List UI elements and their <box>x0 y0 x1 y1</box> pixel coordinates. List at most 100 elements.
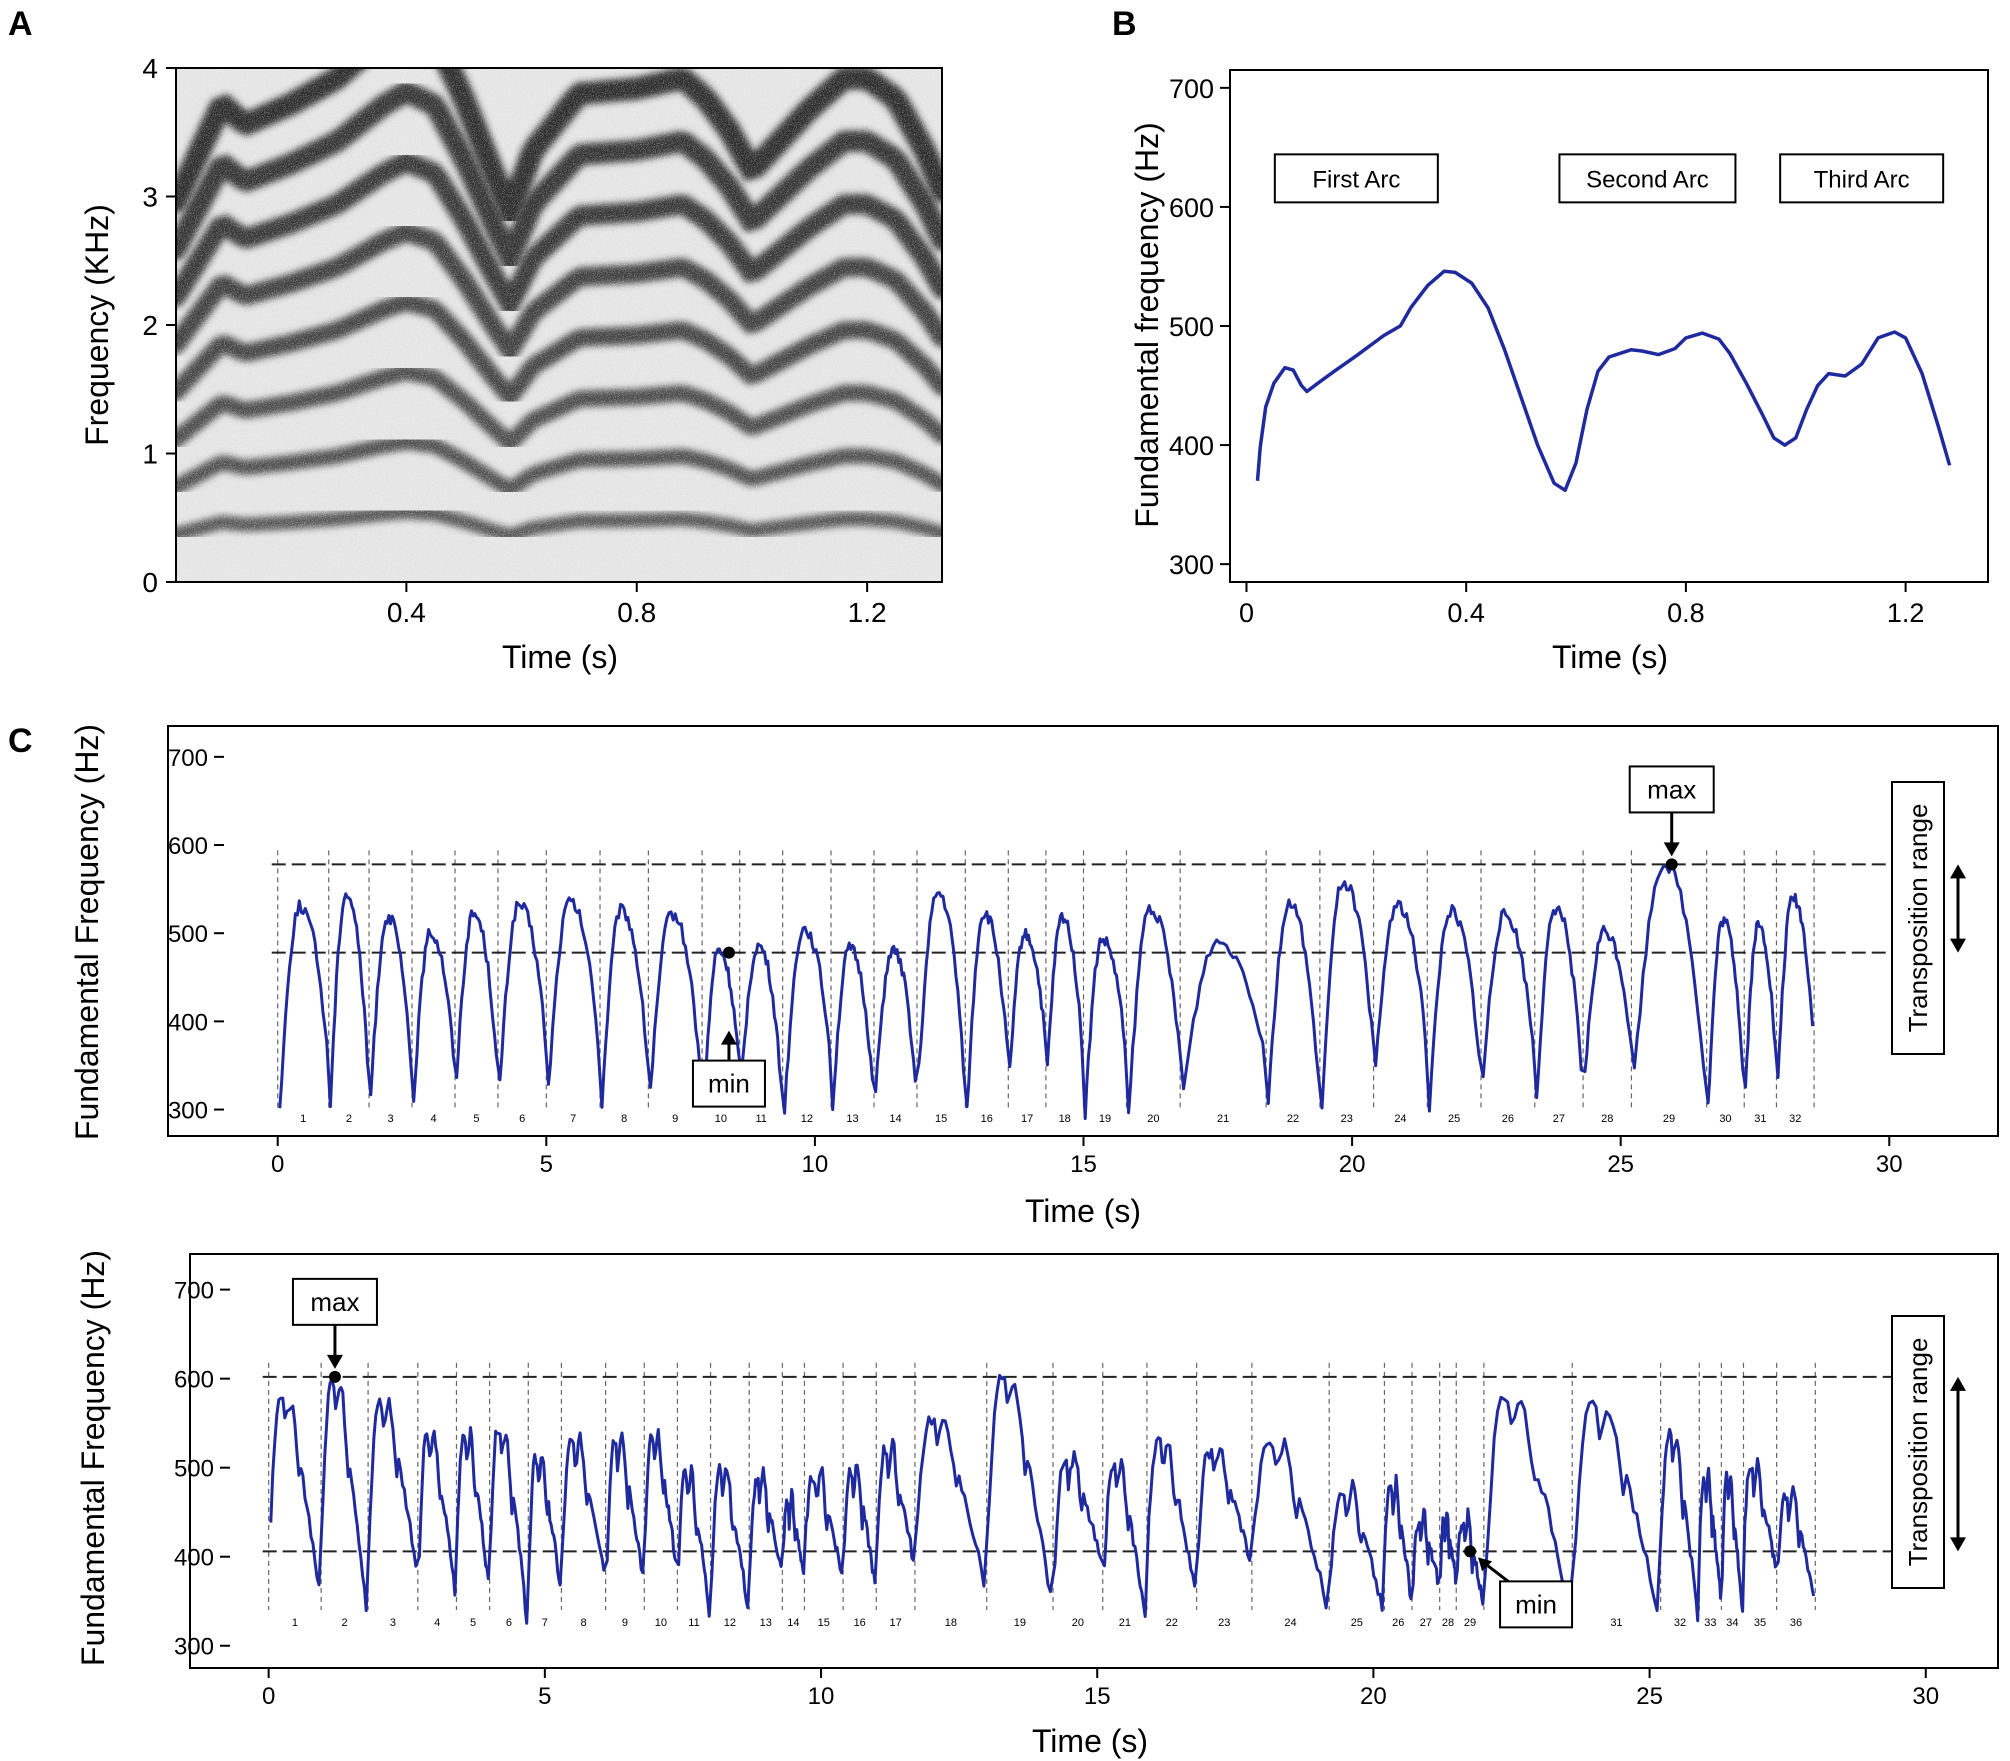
panel-c-bottom-xlabel: Time (s) <box>1032 1723 1148 1759</box>
segment-label: 3 <box>387 1113 393 1125</box>
segment-label: 13 <box>760 1617 772 1629</box>
y-tick-label: 600 <box>168 833 208 860</box>
segment-label: 23 <box>1218 1617 1230 1629</box>
max-point-marker <box>328 1370 341 1383</box>
x-tick-label: 5 <box>538 1683 551 1710</box>
max-point-marker <box>1665 858 1678 871</box>
segment-label: 24 <box>1394 1113 1406 1125</box>
x-tick-label: 10 <box>808 1683 835 1710</box>
panel-a: 0 1 2 3 4 0.4 0.8 1.2 Time (s) Frequency (KHz) <box>79 53 943 675</box>
y-tick-label: 500 <box>1169 312 1214 342</box>
y-tick-label: 300 <box>1169 550 1214 580</box>
panel-c-bottom-frame <box>189 1253 1999 1669</box>
segment-label: 17 <box>1021 1113 1033 1125</box>
y-tick-label: 400 <box>168 1009 208 1036</box>
panel-letter-c: C <box>8 722 33 760</box>
segment-label: 20 <box>1147 1113 1159 1125</box>
annotation-box <box>1273 153 1439 204</box>
x-tick-label: 0.8 <box>1667 598 1705 628</box>
x-tick-label: 0.4 <box>387 597 426 628</box>
segment-label: 30 <box>1719 1113 1731 1125</box>
x-tick-label: 0 <box>271 1151 284 1178</box>
x-tick-label: 30 <box>1912 1683 1939 1710</box>
segment-label: 2 <box>342 1617 348 1629</box>
y-tick-label: 4 <box>142 53 158 84</box>
segment-label: 12 <box>724 1617 736 1629</box>
segment-label: 26 <box>1502 1113 1514 1125</box>
segment-label: 23 <box>1341 1113 1353 1125</box>
x-tick-label: 25 <box>1607 1151 1634 1178</box>
max-label: max <box>1647 774 1696 804</box>
segment-label: 27 <box>1420 1617 1432 1629</box>
segment-label: 9 <box>672 1113 678 1125</box>
segment-label: 6 <box>519 1113 525 1125</box>
segment-label: 7 <box>570 1113 576 1125</box>
annotation-box <box>1558 153 1737 204</box>
panel-a-xlabel: Time (s) <box>502 639 618 675</box>
segment-label: 34 <box>1726 1617 1738 1629</box>
spectrogram-noise <box>176 68 942 582</box>
segment-label: 18 <box>1059 1113 1071 1125</box>
segment-label: 16 <box>981 1113 993 1125</box>
transposition-range-label: Transposition range <box>1903 1338 1933 1567</box>
x-tick-label: 25 <box>1636 1683 1663 1710</box>
segment-label: 22 <box>1287 1113 1299 1125</box>
segment-label: 19 <box>1099 1113 1111 1125</box>
segment-label: 31 <box>1610 1617 1622 1629</box>
segment-label: 27 <box>1553 1113 1565 1125</box>
segment-label: 1 <box>292 1617 298 1629</box>
panel-b: 300 400 500 600 700 0 0.4 0.8 1.2 First Arc Secon… <box>1129 69 1989 675</box>
segment-label: 10 <box>655 1617 667 1629</box>
segment-label: 6 <box>506 1617 512 1629</box>
x-tick-label: 0 <box>1239 598 1254 628</box>
segment-label: 12 <box>801 1113 813 1125</box>
y-tick-label: 600 <box>174 1367 214 1394</box>
segment-label: 26 <box>1392 1617 1404 1629</box>
panel-c-bottom-ylabel: Fundamental Frequency (Hz) <box>75 1250 111 1666</box>
panel-letter-b: B <box>1112 5 1137 43</box>
x-tick-label: 0.4 <box>1447 598 1485 628</box>
x-tick-label: 1.2 <box>1887 598 1925 628</box>
segment-label: 13 <box>846 1113 858 1125</box>
panel-c-top-xlabel: Time (s) <box>1025 1193 1141 1229</box>
transposition-range-box <box>1891 781 1945 1055</box>
segment-label: 16 <box>854 1617 866 1629</box>
y-tick-label: 500 <box>168 921 208 948</box>
annotation-label: Third Arc <box>1814 166 1910 193</box>
y-tick-label: 700 <box>174 1278 214 1305</box>
max-label-box <box>1628 765 1715 814</box>
panel-b-xlabel: Time (s) <box>1552 639 1668 675</box>
y-tick-label: 600 <box>1169 193 1214 223</box>
max-arrow-head <box>1663 842 1680 857</box>
segment-label: 2 <box>346 1113 352 1125</box>
segment-label: 17 <box>889 1617 901 1629</box>
segment-label: 25 <box>1448 1113 1460 1125</box>
max-label: max <box>310 1287 359 1317</box>
f0-trace-line <box>278 863 1815 1120</box>
f0-contour-line <box>1255 269 1952 493</box>
max-label-box <box>291 1277 378 1326</box>
range-arrow-head-bottom <box>1950 1537 1966 1552</box>
y-tick-label: 500 <box>174 1456 214 1483</box>
min-arrow-head <box>1478 1557 1493 1572</box>
segment-label: 7 <box>542 1617 548 1629</box>
range-arrow-head-top <box>1950 1376 1966 1391</box>
segment-label: 4 <box>434 1617 440 1629</box>
segment-label: 35 <box>1754 1617 1766 1629</box>
y-tick-label: 300 <box>174 1634 214 1661</box>
segment-label: 25 <box>1351 1617 1363 1629</box>
panel-a-ylabel: Frequency (KHz) <box>79 204 115 446</box>
panel-letter-a: A <box>8 5 33 43</box>
transposition-range-label: Transposition range <box>1903 804 1933 1033</box>
segment-label: 19 <box>1014 1617 1026 1629</box>
x-tick-label: 0 <box>262 1683 275 1710</box>
min-arrow-head <box>720 1030 737 1045</box>
y-tick-label: 0 <box>142 567 158 598</box>
segment-label: 11 <box>755 1113 766 1125</box>
segment-label: 1 <box>300 1113 306 1125</box>
segment-label: 14 <box>787 1617 799 1629</box>
segment-label: 29 <box>1464 1617 1476 1629</box>
segment-label: 4 <box>430 1113 436 1125</box>
